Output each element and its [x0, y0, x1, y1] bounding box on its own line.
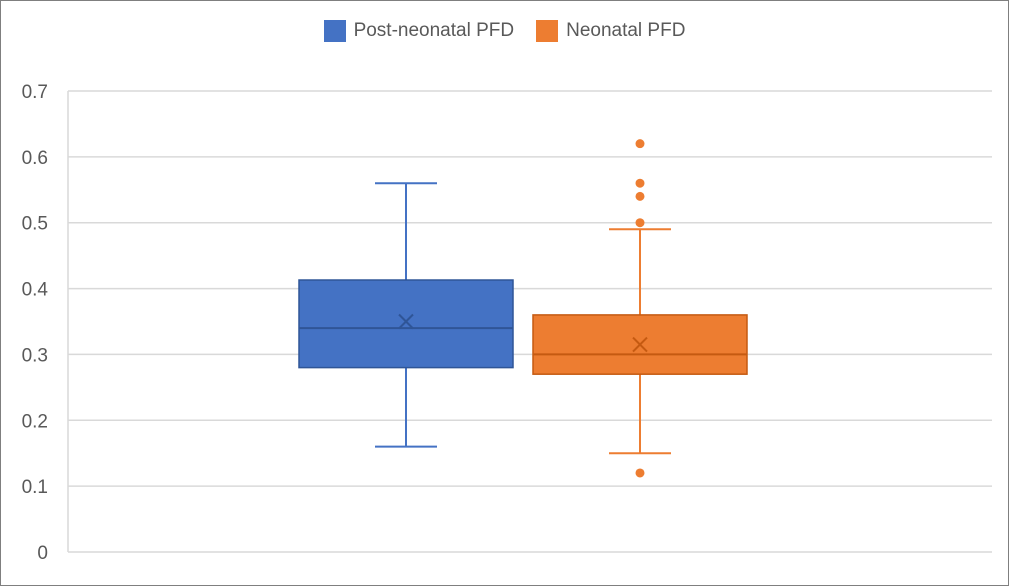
outlier-point-neonatal: [635, 139, 645, 149]
y-tick-label: 0: [37, 543, 48, 564]
legend-swatch-neonatal: [536, 20, 559, 42]
y-tick-label: 0.2: [22, 411, 48, 432]
y-tick-label: 0.5: [22, 214, 48, 235]
outlier-point-neonatal: [635, 218, 645, 228]
outlier-point-neonatal: [635, 191, 645, 201]
mean-marker-post-neonatal: [398, 313, 414, 330]
legend-label-neonatal: Neonatal PFD: [566, 20, 686, 41]
y-tick-label: 0.7: [22, 82, 48, 103]
y-tick-label: 0.6: [22, 148, 48, 169]
y-tick-label: 0.3: [22, 345, 48, 366]
outlier-point-neonatal: [635, 468, 645, 478]
legend-entry-neonatal: Neonatal PFD: [536, 20, 685, 42]
legend-entry-post-neonatal: Post-neonatal PFD: [323, 20, 515, 42]
mean-marker-neonatal: [632, 336, 648, 353]
legend-swatch-post-neonatal: [323, 20, 346, 42]
y-tick-label: 0.4: [22, 280, 49, 301]
y-tick-label: 0.1: [22, 477, 48, 498]
legend-label-post-neonatal: Post-neonatal PFD: [353, 20, 515, 41]
box-post-neonatal: [298, 279, 514, 369]
legend: Post-neonatal PFD Neonatal PFD: [0, 17, 1009, 45]
outlier-point-neonatal: [635, 178, 645, 188]
